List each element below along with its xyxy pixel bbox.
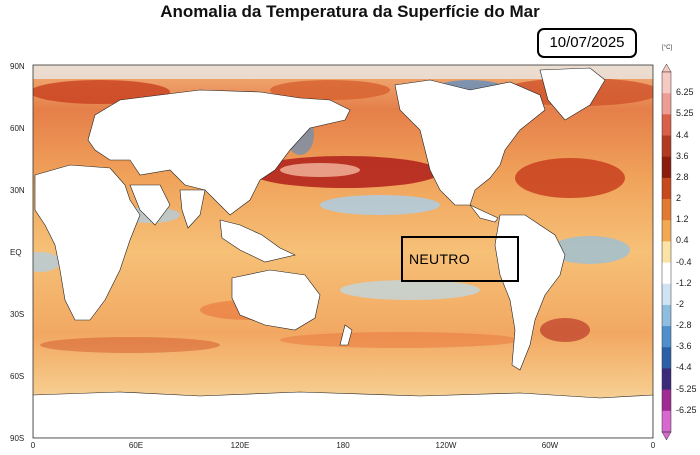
colorbar-segment [662,177,671,200]
colorbar-tick-label: -5.25 [676,383,697,394]
colorbar-tick-label: -2 [676,298,685,309]
lat-label-90n: 90N [10,62,25,71]
lat-label-60s: 60S [10,372,25,381]
lat-label-30n: 30N [10,186,25,195]
lon-label-120e: 120E [230,441,250,450]
colorbar-tick-label: 2.8 [676,171,689,182]
lat-label-90s: 90S [10,434,25,443]
colorbar-tick-label: 1.2 [676,214,689,225]
lat-label-30s: 30S [10,310,25,319]
colorbar-segment [662,199,671,221]
colorbar-segment [662,262,671,285]
colorbar-segment [662,114,671,137]
colorbar-tick-label: -2.8 [676,320,692,331]
map-title: Anomalia da Temperatura da Superfície do… [160,2,540,21]
neutro-region-box: NEUTRO [401,236,519,282]
lon-label-0: 0 [30,441,36,450]
colorbar-tick-label: 0.4 [676,235,689,246]
colorbar-tick-label: -4.4 [676,362,692,373]
lat-label-eq: EQ [10,248,22,257]
colorbar-segment [662,389,671,412]
colorbar-max-arrow [661,63,672,73]
colorbar-tick-label: -1.2 [676,277,692,288]
landmasses [34,67,606,371]
colorbar-tick-label: -3.6 [676,341,692,352]
colorbar-segment [662,135,671,158]
colorbar-segment [662,93,671,115]
colorbar-tick-label: -6.25 [676,404,697,415]
map-frame [32,64,654,439]
neutro-label: NEUTRO [409,251,470,267]
colorbar-segment [662,156,671,179]
ocean-field [33,65,653,438]
colorbar-tick-label: 5.25 [676,108,694,119]
colorbar-segment [662,410,671,433]
colorbar-segment [662,368,671,391]
colorbar-segment [662,326,671,348]
colorbar-tick-label: 3.6 [676,150,689,161]
date-label: 10/07/2025 [537,28,637,58]
colorbar-segment [662,283,671,306]
colorbar-tick-label: -0.4 [676,256,692,267]
lon-label-60e: 60E [128,441,144,450]
lat-label-60n: 60N [10,124,25,133]
colorbar [661,63,672,441]
colorbar-segment [662,72,671,94]
colorbar-tick-label: 2 [676,193,682,204]
colorbar-segment [662,241,671,264]
colorbar-segment [662,220,671,242]
lon-label-0-end: 0 [650,441,656,450]
lon-label-120w: 120W [435,441,457,450]
colorbar-tick-label: 4.4 [676,129,689,140]
lon-label-180: 180 [336,441,350,450]
colorbar-segment [662,347,671,369]
colorbar-tick-label: 6.25 [676,87,694,98]
colorbar-segment [662,304,671,327]
colorbar-unit: [°C] [662,45,673,51]
lon-label-60w: 60W [541,441,559,450]
colorbar-min-arrow [661,431,672,441]
